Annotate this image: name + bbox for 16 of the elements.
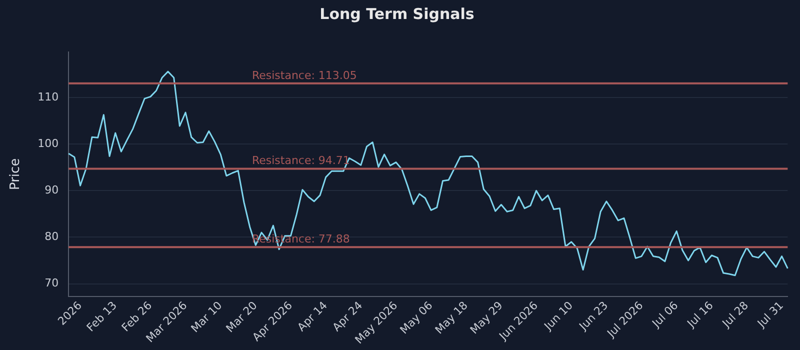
ref-line-label: Resistance: 113.05 [252, 68, 357, 82]
x-tick-label: Mar 10 [188, 298, 225, 336]
x-tick-label: Jul 06 [649, 298, 681, 331]
x-tick-label: Jul 31 [754, 298, 786, 331]
chart-title: Long Term Signals [320, 4, 474, 23]
y-axis-title: Price [8, 158, 24, 190]
y-tick-label: 100 [38, 137, 59, 150]
x-tick-label: Feb 13 [84, 298, 120, 334]
x-tick-label: Apr 14 [294, 298, 330, 334]
y-tick-label: 90 [44, 184, 59, 197]
y-tick-label: 110 [38, 90, 59, 104]
x-tick-label: Jul 16 [684, 298, 716, 331]
y-tick-label: 70 [44, 276, 59, 290]
x-tick-label: Jul 28 [719, 298, 751, 331]
x-tick-label: Jun 10 [541, 298, 576, 334]
y-tick-label: 80 [44, 230, 59, 244]
